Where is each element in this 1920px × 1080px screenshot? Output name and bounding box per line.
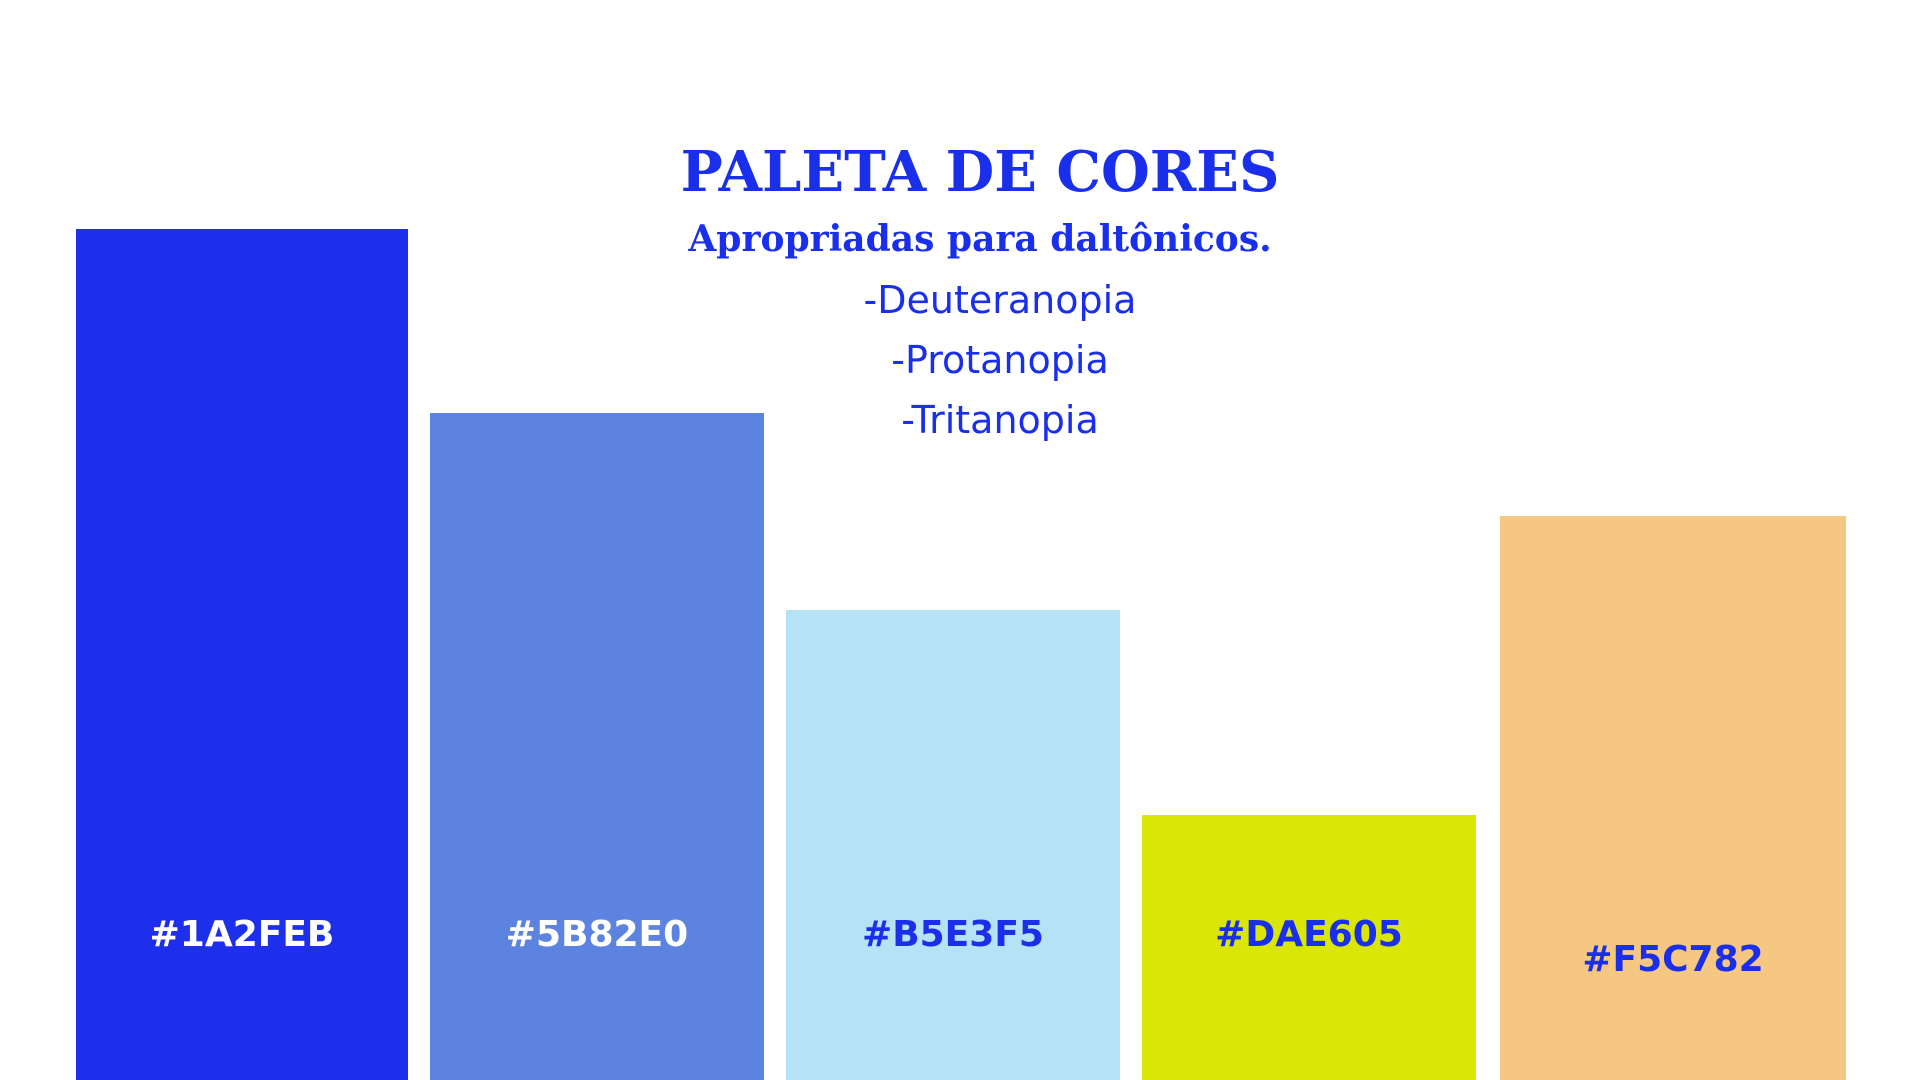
color-swatch-5: #F5C782	[1500, 516, 1846, 1080]
colorblind-type-deuteranopia: -Deuteranopia	[863, 278, 1137, 322]
swatch-hex-label: #DAE605	[1215, 914, 1403, 955]
page-title: PALETA DE CORES	[680, 139, 1280, 205]
color-swatch-3: #B5E3F5	[786, 610, 1120, 1080]
colorblind-type-protanopia: -Protanopia	[891, 338, 1109, 382]
swatch-hex-label: #1A2FEB	[149, 914, 335, 955]
swatch-hex-label: #F5C782	[1582, 939, 1764, 980]
colorblind-type-tritanopia: -Tritanopia	[901, 398, 1099, 442]
colorblind-type-list: -Deuteranopia -Protanopia -Tritanopia	[760, 270, 1240, 450]
color-swatch-2: #5B82E0	[430, 413, 764, 1080]
swatch-hex-label: #B5E3F5	[862, 914, 1044, 955]
color-swatch-4: #DAE605	[1142, 815, 1476, 1080]
color-swatch-1: #1A2FEB	[76, 229, 408, 1080]
swatch-hex-label: #5B82E0	[505, 914, 689, 955]
page-subtitle: Apropriadas para daltônicos.	[688, 218, 1272, 260]
